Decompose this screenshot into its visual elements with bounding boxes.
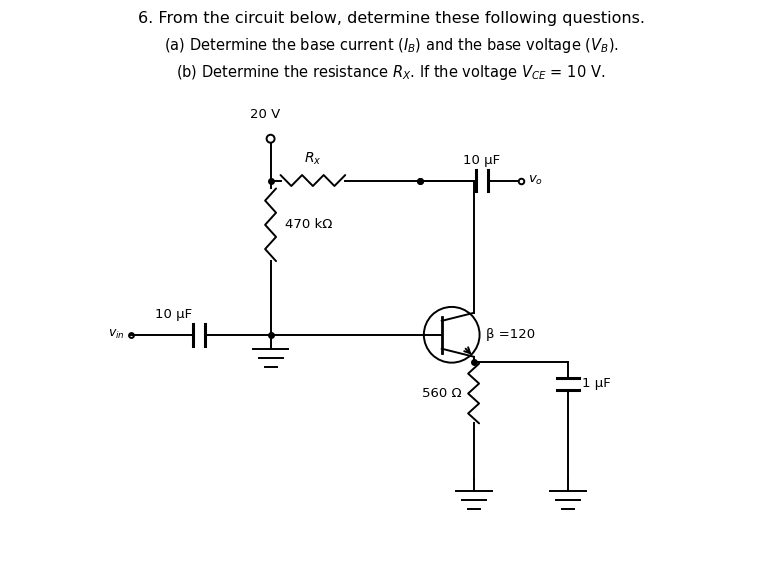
Text: 10 μF: 10 μF — [463, 154, 500, 166]
Text: (b) Determine the resistance $R_X$. If the voltage $V_{CE}$ = 10 V.: (b) Determine the resistance $R_X$. If t… — [176, 63, 605, 82]
Text: $R_x$: $R_x$ — [304, 150, 322, 166]
Text: 10 μF: 10 μF — [156, 308, 193, 321]
Text: 20 V: 20 V — [251, 108, 281, 121]
Text: 560 Ω: 560 Ω — [422, 387, 461, 400]
Text: $v_{in}$: $v_{in}$ — [107, 328, 124, 342]
Text: (a) Determine the base current $(I_B)$ and the base voltage $(V_B)$.: (a) Determine the base current $(I_B)$ a… — [164, 36, 619, 55]
Text: 1 μF: 1 μF — [582, 377, 611, 390]
Text: $v_o$: $v_o$ — [529, 174, 543, 187]
Text: 6. From the circuit below, determine these following questions.: 6. From the circuit below, determine the… — [138, 12, 644, 26]
Text: 470 kΩ: 470 kΩ — [284, 218, 332, 231]
Text: β =120: β =120 — [485, 328, 535, 341]
